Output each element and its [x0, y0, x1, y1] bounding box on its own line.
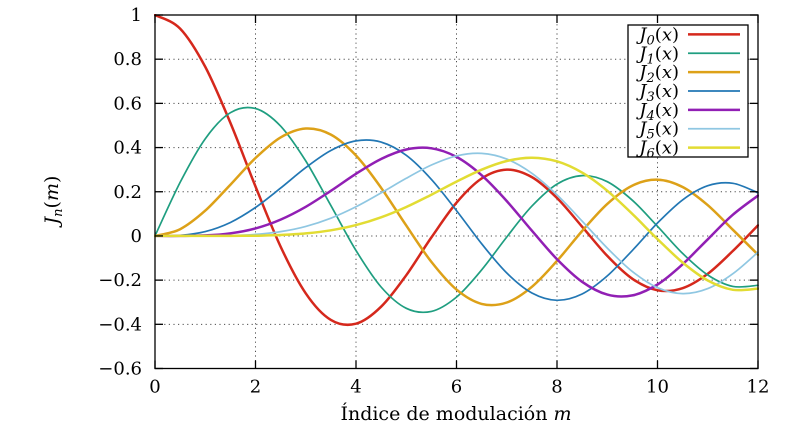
y-tick-label: 0.2	[113, 182, 142, 203]
legend-label-paren-open: (	[655, 100, 662, 121]
legend-item-label: J6(x)	[635, 138, 679, 162]
legend-item: J1(x)	[635, 43, 740, 67]
x-tick-label: 12	[747, 377, 770, 398]
y-tick-label: −0.6	[98, 359, 142, 380]
y-axis-label-variable: m	[41, 183, 63, 201]
series-curves	[154, 14, 759, 327]
legend-item: J4(x)	[635, 100, 740, 124]
x-tick-label: 8	[551, 377, 562, 398]
legend-item-label: J3(x)	[635, 81, 679, 105]
y-axis-label-paren-close: )	[41, 176, 63, 183]
legend-item-label: J4(x)	[635, 100, 679, 124]
legend-label-paren-close: )	[672, 43, 679, 64]
legend-item-label: J0(x)	[635, 24, 679, 48]
x-tick-label: 6	[451, 377, 462, 398]
y-tick-label: 0.8	[113, 49, 142, 70]
y-tick-label: 0	[131, 226, 142, 247]
legend-item-label: J5(x)	[635, 119, 679, 143]
legend-label-paren-close: )	[672, 24, 679, 45]
legend-label-subscript: 2	[646, 71, 655, 86]
legend-label-subscript: 3	[647, 90, 655, 105]
series-curve-J6	[154, 156, 759, 292]
legend-item: J2(x)	[635, 62, 740, 86]
series-curve-J3	[154, 139, 759, 302]
legend-item-label: J1(x)	[635, 43, 679, 67]
x-tick-label: 10	[646, 377, 669, 398]
legend-label-paren-open: (	[655, 81, 662, 102]
legend-label-paren-close: )	[672, 119, 679, 140]
legend-label-variable: x	[662, 138, 672, 159]
legend-label-paren-open: (	[655, 43, 662, 64]
legend-label-base: J	[635, 119, 648, 140]
legend-label-variable: x	[662, 62, 672, 83]
axes-frame	[154, 14, 759, 370]
legend-item: J6(x)	[635, 138, 740, 162]
x-axis-label: Índice de modulación m	[340, 402, 571, 425]
legend-label-paren-close: )	[672, 62, 679, 83]
legend-label-base: J	[635, 81, 648, 102]
legend-label-paren-open: (	[655, 119, 662, 140]
legend-label-variable: x	[662, 81, 672, 102]
legend-label-paren-open: (	[655, 62, 662, 83]
legend-label-variable: x	[662, 100, 672, 121]
legend-label-variable: x	[662, 24, 672, 45]
legend-label-subscript: 0	[647, 33, 655, 48]
x-tick-label: 4	[350, 377, 361, 398]
series-curve-J5	[154, 152, 759, 295]
legend: J0(x)J1(x)J2(x)J3(x)J4(x)J5(x)J6(x)	[627, 24, 749, 162]
legend-label-paren-close: )	[672, 100, 679, 121]
legend-label-base: J	[635, 62, 648, 83]
y-axis-label-subscript: n	[51, 208, 66, 216]
legend-label-paren-close: )	[672, 138, 679, 159]
legend-label-paren-close: )	[672, 81, 679, 102]
series-curve-J4	[154, 146, 759, 298]
x-axis-label-text: Índice de modulación	[340, 402, 553, 425]
legend-label-variable: x	[662, 119, 672, 140]
x-tick-label: 2	[250, 377, 261, 398]
legend-label-base: J	[635, 24, 648, 45]
legend-item: J0(x)	[635, 24, 740, 48]
legend-item: J3(x)	[635, 81, 740, 105]
legend-label-paren-open: (	[655, 138, 662, 159]
series-curve-J0	[154, 14, 759, 327]
y-tick-label: 1	[131, 5, 142, 26]
legend-label-subscript: 6	[647, 147, 655, 162]
series-curve-J1	[154, 106, 759, 314]
legend-label-paren-open: (	[655, 24, 662, 45]
y-tick-label: −0.2	[98, 270, 142, 291]
legend-label-base: J	[635, 138, 648, 159]
series-curve-J2	[154, 127, 759, 307]
legend-label-base: J	[635, 100, 648, 121]
legend-item: J5(x)	[635, 119, 740, 143]
x-axis-label-variable: m	[554, 403, 572, 425]
y-axis-label-base: J	[41, 215, 63, 228]
legend-label-subscript: 4	[646, 109, 655, 124]
y-tick-label: 0.4	[113, 138, 142, 159]
legend-label-variable: x	[662, 43, 672, 64]
legend-label-subscript: 1	[647, 52, 655, 67]
legend-label-base: J	[635, 43, 648, 64]
y-axis-label-paren-open: (	[41, 201, 63, 208]
x-tick-label: 0	[149, 377, 160, 398]
legend-label-subscript: 5	[647, 128, 655, 143]
y-tick-label: −0.4	[98, 314, 142, 335]
legend-item-label: J2(x)	[635, 62, 679, 86]
y-axis-label: Jn(m)	[41, 176, 66, 229]
y-tick-label: 0.6	[113, 93, 142, 114]
